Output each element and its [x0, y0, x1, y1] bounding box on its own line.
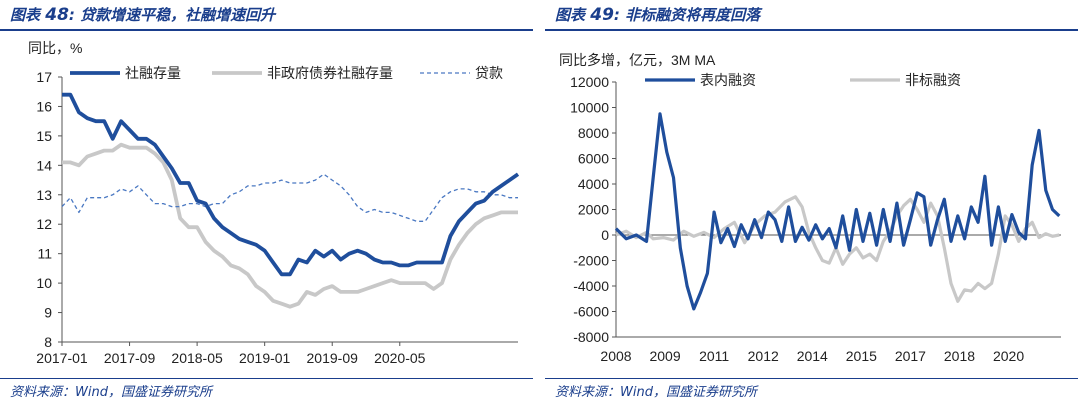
title-rule: [0, 29, 533, 31]
y-tick-label: 0: [601, 227, 609, 243]
y-tick-label: -8000: [573, 329, 609, 345]
x-tick-label: 2018: [944, 348, 975, 364]
x-tick-label: 2020: [993, 348, 1024, 364]
y-tick-label: 13: [36, 187, 52, 203]
title-rule: [545, 29, 1078, 31]
y-tick-label: 4000: [578, 176, 609, 192]
y-tick-label: 10000: [570, 100, 609, 116]
source-note: 资料来源：Wind，国盛证券研究所: [10, 385, 212, 400]
y-tick-label: 12000: [570, 74, 609, 90]
y-tick-label: 6000: [578, 151, 609, 167]
title-text: 非标融资将再度回落: [625, 6, 761, 24]
y-tick-label: 15: [36, 128, 52, 144]
x-tick-label: 2015: [846, 348, 877, 364]
legend-label: 非标融资: [905, 72, 961, 88]
y-axis-label: 同比多增，亿元，3M MA: [559, 52, 716, 68]
y-tick-label: 11: [37, 246, 52, 262]
chart-title: 图表 49: 非标融资将再度回落: [555, 4, 760, 25]
chart-title: 图表 48: 贷款增速平稳，社融增速回升: [10, 4, 275, 25]
series-line-2: [62, 142, 518, 309]
title-prefix: 图表: [555, 6, 586, 24]
y-tick-label: 8000: [578, 125, 609, 141]
y-tick-label: 8: [44, 334, 52, 350]
x-tick-label: 2017-01: [36, 350, 88, 366]
title-colon: :: [613, 6, 620, 24]
x-tick-label: 2019-09: [307, 350, 359, 366]
y-tick-label: 17: [36, 69, 52, 85]
y-tick-label: 9: [44, 305, 52, 321]
x-tick-label: 2009: [649, 348, 680, 364]
x-tick-label: 2014: [797, 348, 828, 364]
chart-panel-loan-growth: 图表 48: 贷款增速平稳，社融增速回升 同比，% 8 9 10 11 12 13 14 15 1…: [0, 0, 533, 404]
series-line-1: [614, 112, 1061, 311]
y-tick-label: 12: [36, 216, 52, 232]
x-tick-label: 2017-09: [104, 350, 156, 366]
x-tick-label: 2011: [699, 348, 729, 364]
x-tick-label: 2020-05: [374, 350, 426, 366]
title-number: 48: [45, 5, 69, 25]
legend: 表内融资 非标融资: [645, 72, 961, 88]
y-tick-label: 2000: [578, 202, 609, 218]
title-prefix: 图表: [10, 6, 41, 24]
x-tick-label: 2012: [748, 348, 779, 364]
x-tick-label: 2018-05: [171, 350, 223, 366]
y-tick-label: 10: [36, 275, 52, 291]
x-tick-label: 2019-01: [239, 350, 291, 366]
y-tick-label: -2000: [573, 253, 609, 269]
legend-label: 贷款: [475, 65, 503, 81]
x-tick-label: 2017: [895, 348, 926, 364]
y-tick-label: -6000: [573, 304, 609, 320]
series-line-2: [615, 195, 1060, 303]
source-rule: [0, 378, 533, 379]
legend: 社融存量 非政府债券社融存量 贷款: [70, 65, 503, 81]
chart-panel-nonstandard-financing: 图表 49: 非标融资将再度回落 同比多增，亿元，3M MA -8000 -6000…: [545, 0, 1078, 404]
series-line-3: [61, 173, 518, 222]
x-tick-label: 2008: [600, 348, 631, 364]
legend-label: 非政府债券社融存量: [267, 65, 393, 81]
title-text: 贷款增速平稳，社融增速回升: [80, 6, 276, 24]
y-tick-label: 14: [36, 157, 52, 173]
line-chart-loan-growth: 同比，% 8 9 10 11 12 13 14 15 16 17 2017-01 2017-09 2018…: [28, 40, 520, 366]
source-note: 资料来源：Wind，国盛证券研究所: [555, 385, 757, 400]
series-line-1: [62, 92, 520, 277]
title-colon: :: [68, 6, 75, 24]
legend-label: 表内融资: [700, 72, 756, 88]
source-rule: [545, 378, 1078, 379]
y-tick-label: -4000: [573, 278, 609, 294]
legend-label: 社融存量: [125, 65, 181, 81]
y-tick-label: 16: [36, 98, 52, 114]
title-number: 49: [590, 5, 614, 25]
line-chart-nonstandard-financing: 同比多增，亿元，3M MA -8000 -6000 -4000 -2000 0 2000 40…: [559, 52, 1061, 364]
y-axis-label: 同比，%: [28, 40, 82, 56]
